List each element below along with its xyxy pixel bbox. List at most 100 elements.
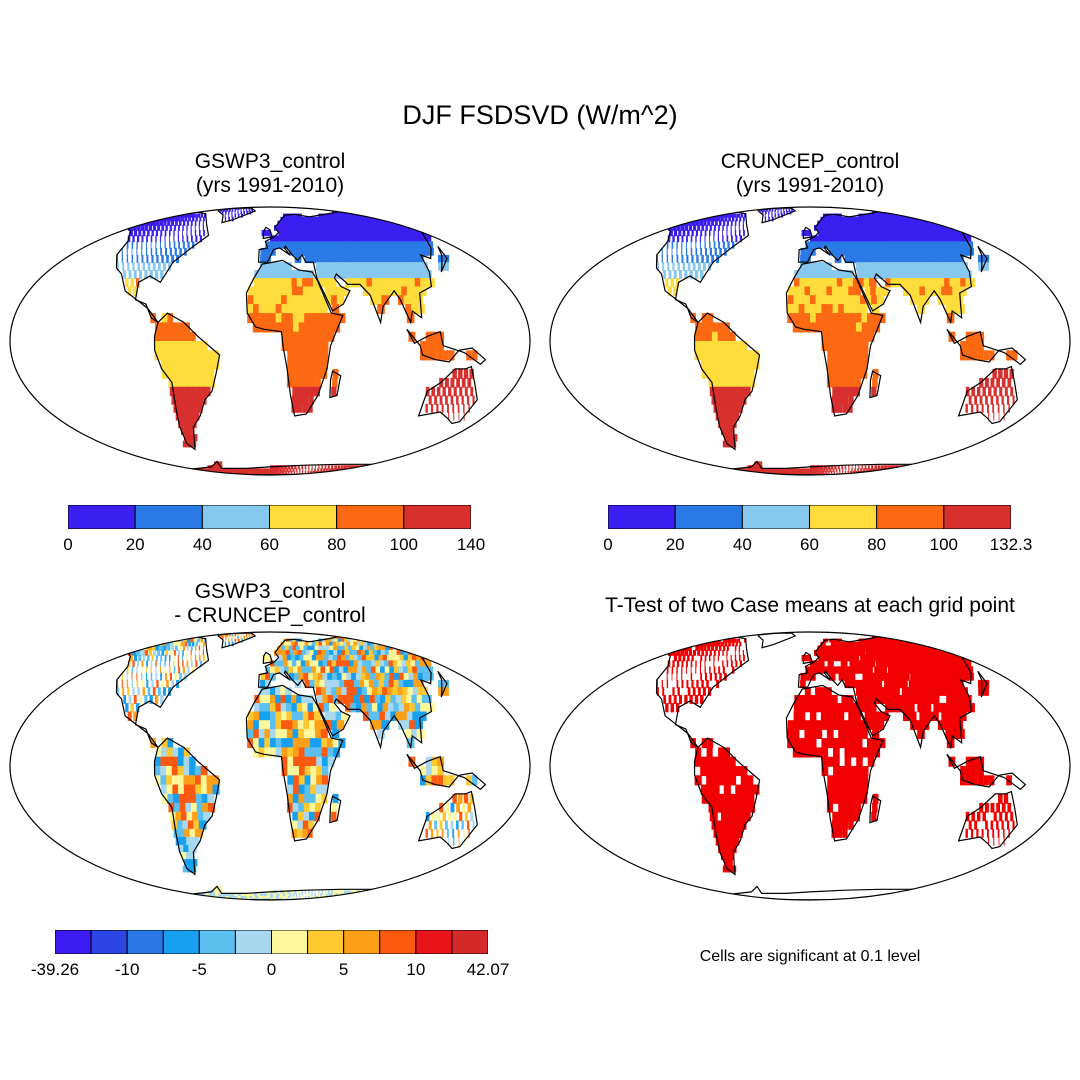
grid-cell [173,666,176,674]
grid-cell [906,703,915,713]
grid-cell [297,711,305,721]
grid-cell [334,679,343,689]
grid-cell [337,898,343,900]
grid-cell [412,711,422,721]
grid-cell [177,350,185,361]
grid-cell [871,474,878,475]
grid-cell [832,313,840,324]
grid-cell [121,672,123,681]
grid-cell [298,793,305,804]
grid-cell [981,403,984,413]
grid-cell [820,286,828,296]
grid-cell [706,679,709,689]
grid-cell [357,241,367,249]
grid-cell [743,654,745,662]
grid-cell [707,313,714,324]
grid-cell [718,241,721,249]
grid-cell [275,473,278,475]
grid-cell [340,660,349,668]
grid-cell [897,241,907,249]
grid-cell [247,720,254,730]
grid-cell [331,811,337,822]
grid-cell [297,216,305,222]
grid-cell [851,229,860,237]
grid-cell [167,793,175,804]
grid-cell [374,896,383,899]
grid-cell [441,828,444,838]
grid-cell [347,890,351,895]
grid-cell [286,473,288,475]
panel-title-line-1: T-Test of two Case means at each grid po… [605,594,1015,617]
grid-cell [895,703,904,713]
grid-cell [366,278,375,288]
grid-cell [324,229,333,237]
grid-cell [395,213,410,218]
grid-cell [867,465,870,470]
grid-cell [361,473,370,475]
grid-cell [875,286,884,296]
grid-cell [849,650,857,656]
grid-cell [289,247,296,256]
grid-cell [155,672,158,681]
grid-cell [843,811,850,822]
grid-cell [708,473,723,475]
grid-cell [691,213,699,218]
grid-cell [815,720,823,730]
grid-cell [307,471,310,474]
grid-cell [172,747,179,758]
grid-cell [164,235,166,243]
grid-cell [787,295,794,305]
grid-cell [792,738,800,749]
grid-cell [168,262,172,271]
grid-cell [849,729,857,739]
grid-cell [402,687,413,696]
grid-cell [171,350,179,361]
grid-cell [359,695,368,704]
grid-cell [191,802,199,813]
grid-cell [458,793,463,804]
grid-cell [124,216,132,222]
grid-cell [370,295,378,305]
grid-cell [719,645,722,651]
grid-cell [338,270,346,279]
grid-cell [291,703,299,713]
grid-cell [825,262,832,271]
grid-cell [960,650,974,656]
grid-cell [384,711,394,721]
grid-cell [245,209,248,212]
grid-cell [723,341,730,352]
grid-cell [289,650,296,656]
coastline-japan [437,245,448,273]
grid-cell [815,304,823,314]
grid-cell [312,672,321,681]
grid-cell [810,286,817,296]
grid-cell [701,738,708,749]
grid-cell [672,262,675,271]
grid-cell [861,465,863,470]
grid-cell [889,473,897,475]
grid-cell [189,350,197,361]
grid-cell [815,286,822,296]
grid-cell [651,220,659,226]
grid-cell [965,828,968,838]
grid-cell [252,313,260,324]
grid-cell [141,679,144,689]
grid-cell [817,225,824,231]
grid-cell [163,896,178,899]
grid-cell [129,229,133,237]
grid-cell [715,837,725,846]
grid-cell [160,898,176,900]
grid-cell [716,474,731,475]
grid-cell [272,473,276,475]
grid-cell [999,386,1003,397]
grid-cell [366,703,375,713]
grid-cell [977,350,984,361]
grid-cell [970,645,985,651]
grid-cell [856,766,863,777]
grid-cell [734,220,737,226]
grid-cell [358,898,368,900]
colorbar-swatch [198,930,236,954]
grid-cell [673,654,678,662]
grid-cell [369,890,375,895]
grid-cell [377,729,385,739]
